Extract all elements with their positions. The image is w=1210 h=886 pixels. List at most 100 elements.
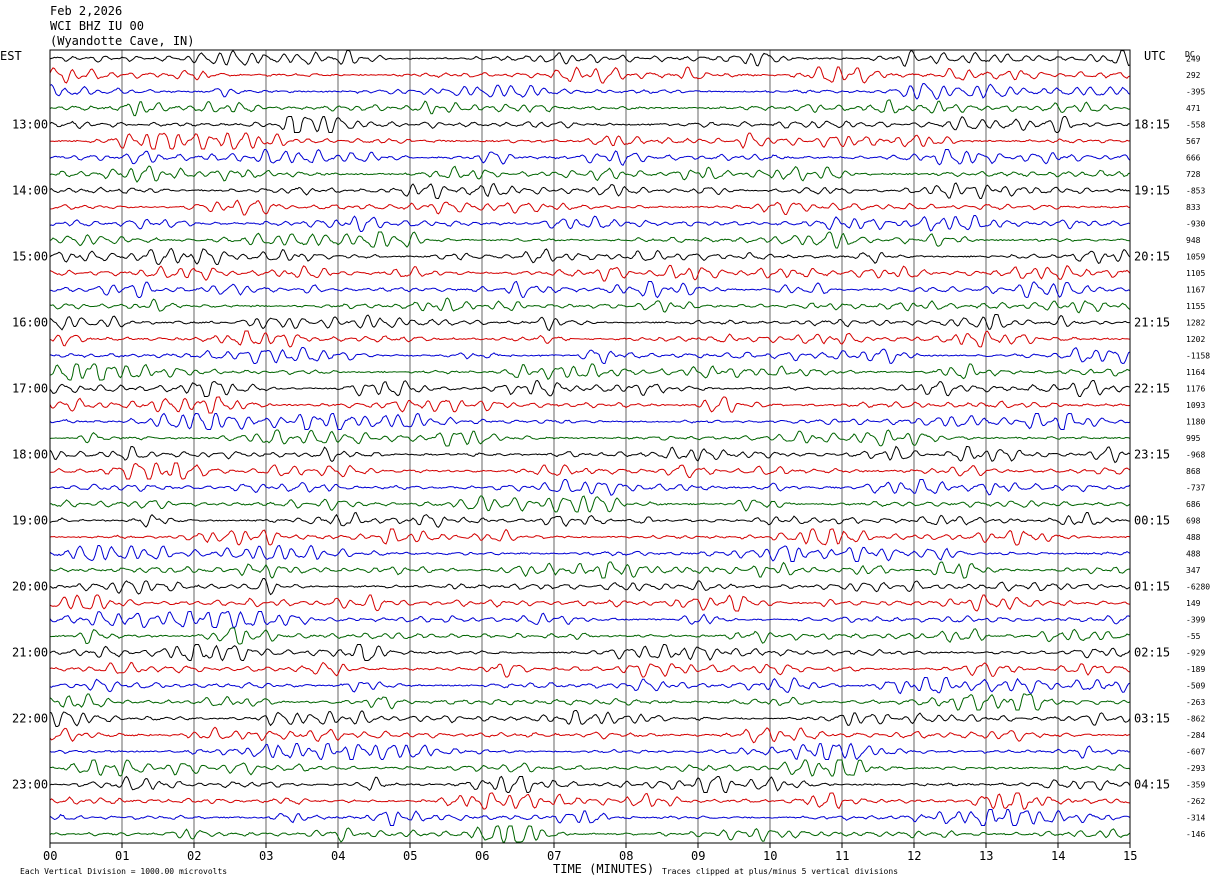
dc-offset-label: 567 [1186, 137, 1201, 146]
dc-offset-label: -509 [1186, 682, 1205, 691]
utc-hour-label: 20:15 [1134, 250, 1170, 264]
dc-offset-label: -862 [1186, 715, 1205, 724]
x-tick-label: 12 [907, 849, 921, 863]
trace-line [50, 759, 1131, 777]
trace-line [49, 445, 1131, 464]
dc-offset-label: -930 [1186, 220, 1205, 229]
trace-line [49, 330, 1131, 348]
dc-offset-label: -263 [1186, 698, 1205, 707]
est-hour-label: 22:00 [12, 712, 48, 726]
trace-line [49, 182, 1131, 200]
x-tick-label: 06 [475, 849, 489, 863]
trace-line [49, 528, 1131, 546]
trace-line [49, 132, 1131, 150]
trace-line [49, 66, 1131, 84]
trace-line [49, 379, 1131, 397]
trace-line [49, 396, 1131, 414]
est-hour-label: 17:00 [12, 382, 48, 396]
dc-offset-label: 347 [1186, 566, 1201, 575]
utc-hour-label: 19:15 [1134, 184, 1170, 198]
trace-line [49, 544, 1131, 562]
trace-line [49, 199, 1131, 216]
dc-offset-label: -359 [1186, 781, 1205, 790]
plot-date: Feb 2,2026 [50, 4, 123, 18]
est-hour-label: 15:00 [12, 250, 48, 264]
x-tick-label: 00 [43, 849, 57, 863]
footer-scale-note: Each Vertical Division = 1000.00 microvo… [20, 867, 227, 876]
seismic-traces [49, 49, 1131, 843]
x-tick-label: 05 [403, 849, 417, 863]
trace-line [49, 429, 1131, 447]
trace-line [49, 247, 1131, 266]
dc-offset-label: -146 [1186, 830, 1205, 839]
dc-offset-label: 1093 [1186, 401, 1205, 410]
dc-offset-label: -55 [1186, 632, 1201, 641]
dc-offset-label: 1167 [1186, 286, 1205, 295]
dc-offset-label: 948 [1186, 236, 1201, 245]
x-tick-label: 09 [691, 849, 705, 863]
trace-line [49, 280, 1131, 299]
x-tick-label: 15 [1123, 849, 1137, 863]
trace-line [50, 462, 1131, 480]
dc-offset-label: -262 [1186, 797, 1205, 806]
dc-offset-label: -293 [1186, 764, 1205, 773]
trace-line [49, 347, 1131, 365]
trace-line [49, 610, 1131, 629]
est-hour-label: 18:00 [12, 448, 48, 462]
dc-offset-label: 995 [1186, 434, 1201, 443]
dc-header: DC [1185, 50, 1195, 59]
utc-hour-label: 00:15 [1134, 514, 1170, 528]
x-axis-title: TIME (MINUTES) [553, 862, 654, 876]
trace-line [49, 825, 1131, 843]
plot-frame [49, 49, 1131, 844]
x-tick-label: 07 [547, 849, 561, 863]
minute-grid [49, 50, 1131, 848]
utc-hour-label: 22:15 [1134, 382, 1170, 396]
dc-offset-label: 1105 [1186, 269, 1205, 278]
dc-offset-label: 833 [1186, 203, 1201, 212]
dc-offset-label: -284 [1186, 731, 1205, 740]
trace-line [49, 661, 1131, 678]
trace-line [49, 561, 1130, 579]
trace-line [49, 264, 1131, 282]
x-tick-label: 04 [331, 849, 345, 863]
x-tick-label: 08 [619, 849, 633, 863]
right-timezone-label: UTC [1144, 49, 1166, 63]
utc-hour-label: 03:15 [1134, 712, 1170, 726]
trace-line [49, 165, 1131, 183]
dc-offset-label: 149 [1186, 599, 1201, 608]
trace-line [49, 742, 1131, 761]
dc-offset-label: -968 [1186, 451, 1205, 460]
footer-clip-note: Traces clipped at plus/minus 5 vertical … [662, 867, 898, 876]
utc-hour-label: 04:15 [1134, 778, 1170, 792]
utc-hour-label: 02:15 [1134, 646, 1170, 660]
station-location: (Wyandotte Cave, IN) [50, 34, 195, 48]
dc-offset-label: -399 [1186, 616, 1205, 625]
dc-offset-label: 488 [1186, 533, 1201, 542]
trace-line [49, 578, 1131, 596]
est-hour-label: 23:00 [12, 778, 48, 792]
trace-line [49, 594, 1131, 612]
station-code: WCI BHZ IU 00 [50, 19, 144, 33]
axis-labels: 00 01 02 03 04 05 06 07 08 09 10 11 12 13 14 15 249 292 -3… [12, 55, 1210, 864]
x-tick-label: 10 [763, 849, 777, 863]
dc-offset-label: 868 [1186, 467, 1201, 476]
x-tick-label: 14 [1051, 849, 1065, 863]
trace-line [49, 314, 1130, 332]
trace-line [49, 479, 1131, 496]
dc-offset-label: -189 [1186, 665, 1205, 674]
est-hour-label: 21:00 [12, 646, 48, 660]
dc-offset-label: 1176 [1186, 385, 1205, 394]
est-hour-label: 16:00 [12, 316, 48, 330]
dc-offset-label: -1158 [1186, 352, 1210, 361]
dc-offset-label: 471 [1186, 104, 1201, 113]
dc-offset-label: 1059 [1186, 253, 1205, 262]
est-hour-label: 20:00 [12, 580, 48, 594]
x-tick-label: 02 [187, 849, 201, 863]
trace-line [49, 511, 1130, 528]
trace-line [49, 627, 1131, 645]
trace-line [49, 82, 1131, 101]
est-hour-label: 13:00 [12, 118, 48, 132]
utc-hour-label: 21:15 [1134, 316, 1170, 330]
trace-line [49, 809, 1131, 826]
